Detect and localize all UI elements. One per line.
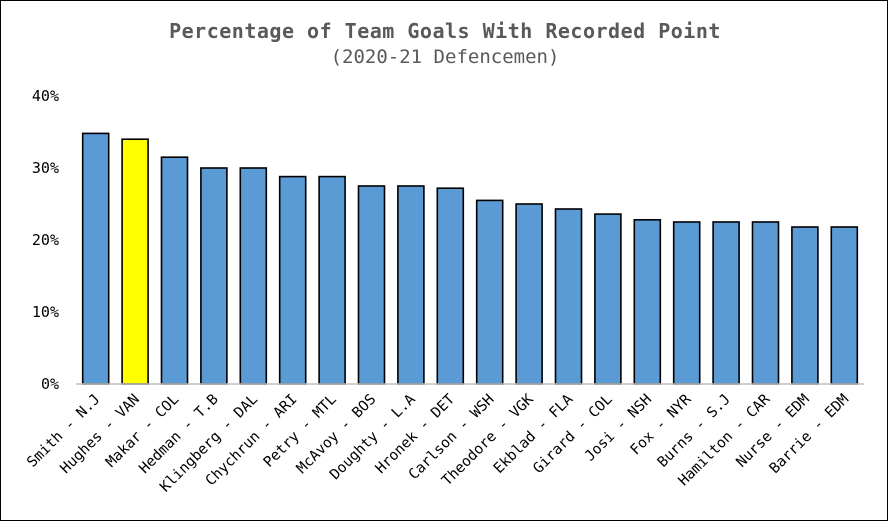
bar-12	[554, 208, 583, 385]
bar-16	[712, 221, 740, 385]
y-tick-label: 40%	[32, 87, 59, 105]
bar-15	[672, 221, 701, 385]
y-tick-label: 30%	[32, 159, 59, 177]
bar-10	[475, 199, 504, 385]
bar-3	[200, 167, 228, 385]
bar-7	[357, 185, 386, 385]
bar-19	[830, 226, 859, 385]
chart-subtitle: (2020-21 Defencemen)	[330, 46, 560, 68]
bar-6	[318, 175, 346, 385]
bar-8	[397, 185, 425, 385]
y-tick-label: 0%	[41, 375, 59, 393]
bar-1	[121, 138, 149, 385]
bar-2	[160, 156, 189, 385]
bar-11	[515, 203, 543, 385]
y-tick-label: 20%	[32, 231, 59, 249]
bar-18	[791, 226, 819, 385]
chart-title: Percentage of Team Goals With Recorded P…	[169, 19, 721, 43]
bar-17	[751, 221, 780, 385]
bar-0	[81, 132, 110, 385]
y-tick-label: 10%	[32, 303, 59, 321]
bar-4	[239, 167, 268, 385]
bar-9	[436, 187, 465, 385]
bar-5	[278, 175, 307, 385]
bar-14	[633, 219, 662, 385]
bar-13	[594, 213, 622, 385]
